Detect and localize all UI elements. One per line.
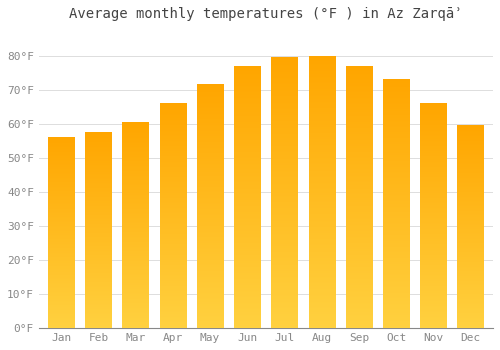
Title: Average monthly temperatures (°F ) in Az Zarqāʾ: Average monthly temperatures (°F ) in Az… <box>69 7 462 21</box>
